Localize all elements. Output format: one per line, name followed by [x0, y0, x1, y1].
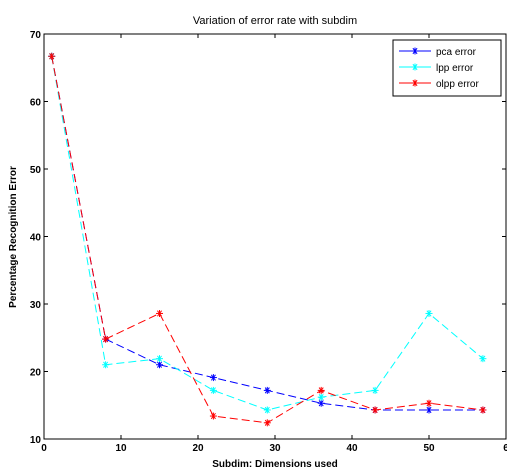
data-point-1: [317, 393, 325, 401]
legend-marker: [411, 79, 419, 87]
x-tick-label: 20: [192, 443, 204, 454]
data-point-0: [156, 361, 163, 369]
data-point-1: [209, 386, 217, 394]
data-point-2: [102, 335, 110, 343]
data-point-2: [479, 406, 487, 414]
legend-label: olpp error: [436, 79, 479, 90]
y-tick-label: 40: [30, 233, 42, 244]
legend-box: [392, 39, 502, 97]
legend-marker: [411, 63, 419, 71]
x-tick-label: 6: [503, 443, 507, 454]
y-tick-label: 20: [30, 368, 42, 379]
y-tick-label: 70: [30, 30, 42, 41]
data-point-2: [209, 412, 217, 420]
data-point-2: [48, 52, 56, 60]
data-point-0: [425, 406, 433, 414]
series-layer: [48, 52, 487, 427]
y-tick-label: 50: [30, 165, 42, 176]
legend: pca error lpp error olpp error: [392, 39, 502, 97]
y-axis-label: Percentage Recognition Error: [8, 166, 19, 308]
data-point-2: [371, 406, 379, 414]
x-tick-label: 30: [269, 443, 281, 454]
data-point-1: [371, 386, 379, 394]
data-point-1: [425, 309, 433, 317]
x-tick-label: 50: [423, 443, 435, 454]
x-axis-label: Subdim: Dimensions used: [212, 459, 338, 470]
x-tick-label: 40: [346, 443, 358, 454]
legend-marker: [411, 47, 419, 55]
data-point-0: [263, 386, 271, 394]
data-point-1: [479, 355, 487, 363]
data-point-2: [317, 386, 325, 394]
plot-area: [43, 33, 507, 440]
legend-label: pca error: [436, 47, 477, 58]
y-tick-label: 10: [30, 435, 42, 446]
data-point-2: [156, 309, 163, 317]
y-tick-label: 60: [30, 98, 42, 109]
x-tick-label: 10: [115, 443, 127, 454]
chart-title: Variation of error rate with subdim: [193, 15, 357, 27]
data-point-2: [425, 399, 433, 407]
y-tick-label: 30: [30, 300, 42, 311]
data-point-0: [209, 374, 217, 382]
data-point-1: [102, 361, 110, 369]
legend-label: lpp error: [436, 63, 474, 74]
x-tick-label: 0: [41, 443, 47, 454]
data-point-0: [317, 399, 325, 407]
data-point-2: [263, 419, 271, 427]
data-point-1: [156, 355, 163, 363]
data-point-1: [263, 406, 271, 414]
